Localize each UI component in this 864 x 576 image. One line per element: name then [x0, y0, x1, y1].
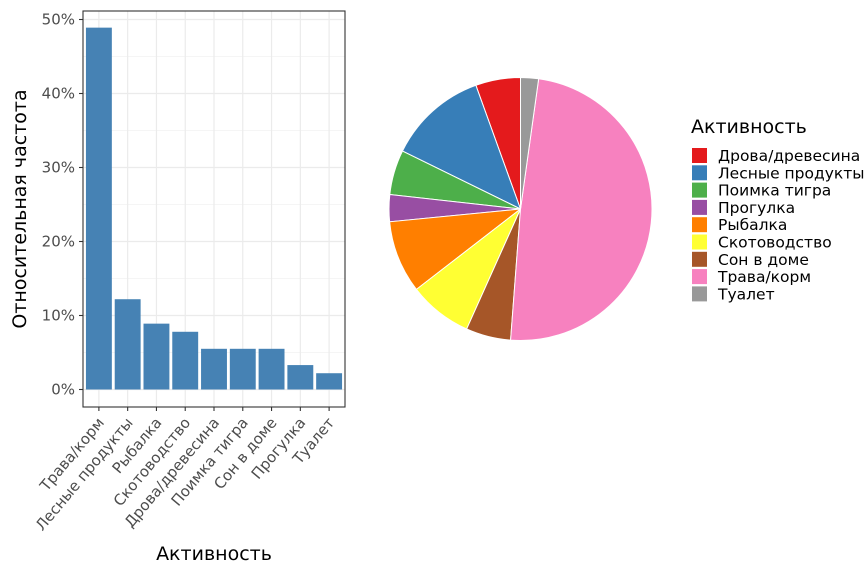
legend-label: Трава/корм — [717, 268, 811, 286]
legend-label: Туалет — [717, 285, 775, 303]
legend-title: Активность — [691, 116, 807, 138]
legend-label: Поимка тигра — [718, 182, 831, 200]
y-tick-label: 50% — [42, 11, 75, 29]
legend-swatch — [692, 234, 707, 250]
y-tick-label: 30% — [42, 159, 75, 177]
y-axis-title: Относительная частота — [9, 89, 31, 328]
bar — [258, 348, 285, 390]
legend-swatch — [692, 148, 707, 163]
y-tick-label: 20% — [42, 233, 75, 251]
legend-swatch — [692, 269, 707, 285]
legend-label: Сон в доме — [718, 251, 809, 269]
bar — [229, 348, 256, 390]
bar — [201, 348, 227, 390]
bar — [85, 27, 112, 390]
y-tick-label: 0% — [51, 381, 75, 399]
legend-swatch — [692, 217, 707, 233]
legend-swatch — [692, 182, 707, 198]
legend-swatch — [692, 286, 707, 302]
x-axis-title: Активность — [156, 543, 272, 565]
bar — [287, 365, 314, 390]
pie-slice — [401, 84, 522, 210]
pie-slice — [510, 78, 653, 341]
legend-label: Прогулка — [718, 199, 795, 217]
y-tick-label: 40% — [42, 85, 75, 103]
pie-slice — [520, 76, 540, 210]
legend-label: Скотоводство — [718, 234, 832, 252]
legend-label: Лесные продукты — [718, 164, 864, 182]
legend-swatch — [692, 251, 707, 267]
y-tick-label: 10% — [42, 307, 75, 325]
legend-label: Дрова/древесина — [718, 147, 860, 165]
bar — [316, 373, 343, 390]
pie-chart-panel — [388, 76, 653, 341]
bar — [143, 323, 170, 390]
legend-label: Рыбалка — [718, 216, 787, 234]
legend-swatch — [692, 165, 707, 181]
bar — [172, 331, 199, 390]
bar — [114, 299, 141, 390]
legend-swatch — [692, 199, 707, 215]
